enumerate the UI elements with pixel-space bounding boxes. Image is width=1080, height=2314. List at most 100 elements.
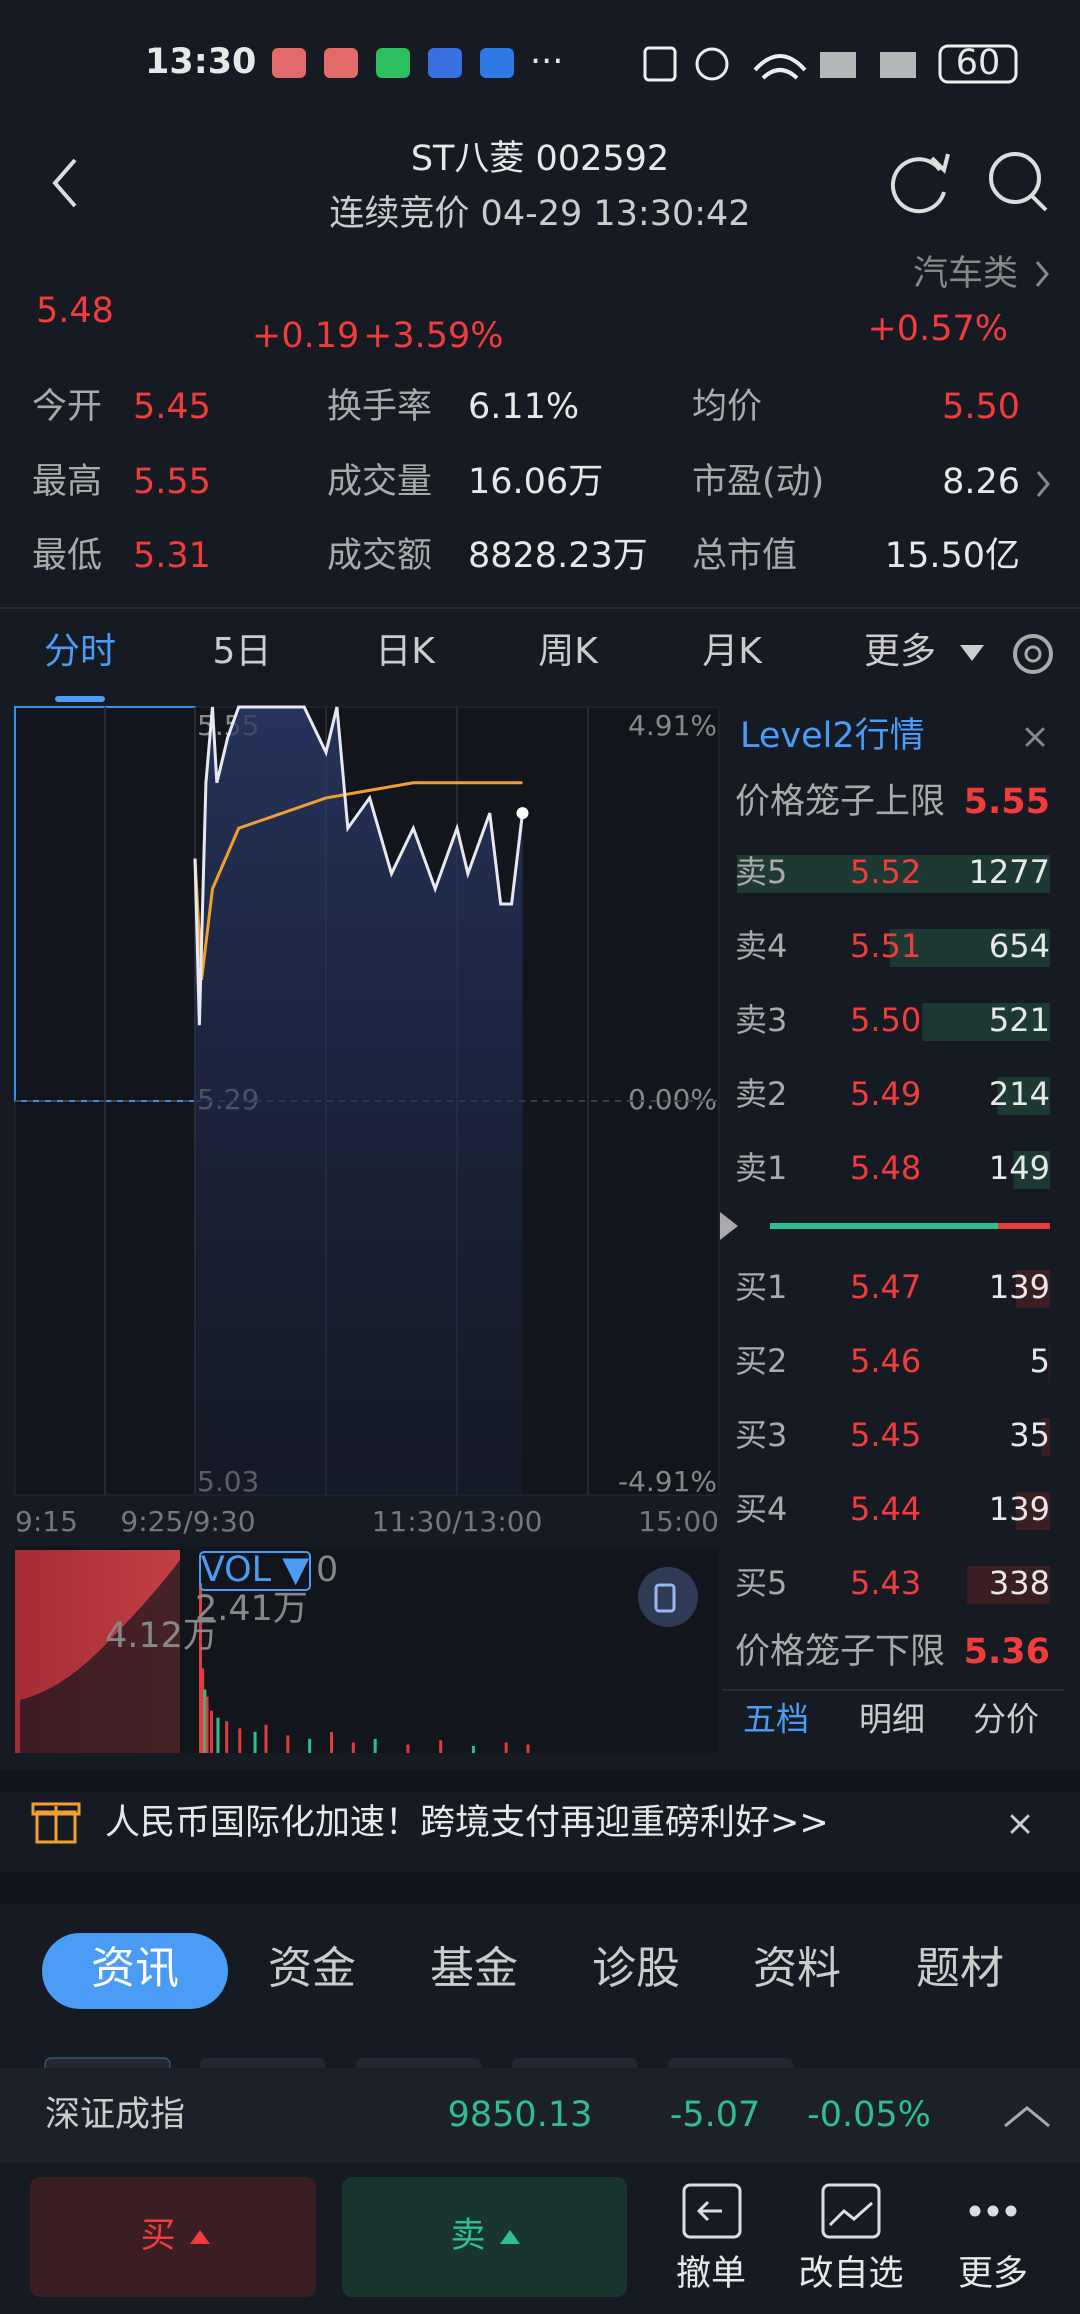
stat-label: 均价 — [692, 387, 762, 427]
back-button[interactable] — [52, 158, 77, 208]
level-volume: 139 — [989, 1490, 1050, 1528]
order-book-tab[interactable]: 五档 — [743, 1700, 809, 1739]
info-tab[interactable]: 诊股 — [592, 1943, 680, 1994]
chevron — [1036, 471, 1050, 497]
last-price: 5.48 — [36, 291, 114, 331]
volume-bar — [264, 1724, 268, 1753]
status-icons: ··· — [272, 42, 1018, 84]
level-price: 5.46 — [850, 1342, 921, 1380]
buy-label[interactable]: 买 — [140, 2216, 175, 2256]
volume-bar — [203, 1689, 207, 1753]
info-tabs: 资讯 资金 基金 诊股 资料 题材 — [91, 1943, 1004, 1994]
level-volume: 338 — [989, 1564, 1050, 1602]
stat-label: 换手率 — [327, 387, 432, 427]
index-change: -5.07 — [670, 2095, 761, 2135]
index-bar[interactable] — [0, 2068, 1080, 2163]
volume-label: 4.12万 — [105, 1616, 218, 1656]
order-book-tab[interactable]: 分价 — [973, 1700, 1039, 1739]
sector-name[interactable]: 汽车类 — [913, 254, 1018, 294]
buy-button[interactable] — [30, 2177, 316, 2297]
battery-level: 60 — [956, 43, 1001, 83]
level-label: 买3 — [735, 1416, 787, 1454]
settings-button[interactable] — [1013, 634, 1053, 674]
chart-tab[interactable]: 分时 — [44, 631, 116, 672]
promo-banner[interactable]: 人民币国际化加速！跨境支付再迎重磅利好>> — [105, 1803, 829, 1843]
stat-label: 最高 — [32, 462, 102, 502]
stat-label: 今开 — [32, 387, 102, 427]
volume-bar — [238, 1728, 242, 1753]
index-name: 深证成指 — [45, 2095, 185, 2135]
dropdown-arrow — [960, 645, 984, 661]
level-label: 卖2 — [735, 1075, 787, 1113]
tab-indicator — [55, 696, 105, 702]
lower-limit-label: 价格笼子下限 — [735, 1632, 945, 1672]
rotate-button[interactable] — [638, 1567, 698, 1627]
spacer — [0, 1770, 1080, 1792]
info-tab[interactable]: 资讯 — [91, 1943, 179, 1994]
index-change-pct: -0.05% — [807, 2095, 931, 2135]
level-price: 5.50 — [850, 1001, 921, 1039]
stat-value: 15.50亿 — [885, 536, 1020, 576]
close-button[interactable]: × — [1005, 1804, 1034, 1844]
chart-tab[interactable]: 日K — [375, 631, 436, 672]
index-value: 9850.13 — [448, 2095, 593, 2135]
stat-label: 市盈(动) — [692, 462, 824, 502]
refresh-button[interactable] — [890, 153, 950, 214]
chart-tab[interactable]: 月K — [702, 631, 763, 672]
level-label: 买4 — [735, 1490, 787, 1528]
more-actions[interactable]: 更多 — [958, 2254, 1028, 2294]
time-label: 15:00 — [638, 1505, 719, 1538]
trading-status: 连续竞价 04-29 13:30:42 — [329, 194, 750, 234]
volume-bar — [406, 1744, 410, 1753]
volume-bar — [330, 1731, 333, 1753]
indicator-selector[interactable] — [199, 1551, 311, 1591]
svg-text:···: ··· — [530, 42, 563, 82]
stat-label: 总市值 — [692, 536, 797, 576]
level-price: 5.49 — [850, 1075, 921, 1113]
level-price: 5.48 — [850, 1149, 921, 1187]
info-tab[interactable]: 资料 — [753, 1943, 841, 1994]
chart-tab[interactable]: 更多 — [864, 631, 936, 672]
stat-value: 5.50 — [942, 387, 1020, 427]
cancel-order[interactable]: 撤单 — [676, 2254, 746, 2294]
indicator-name[interactable]: VOL ▼ — [201, 1550, 310, 1590]
order-book-tabs: 五档 明细 分价 — [743, 1700, 1039, 1739]
expand-button[interactable] — [1004, 2106, 1050, 2128]
level-volume: 5 — [1030, 1342, 1050, 1380]
info-tab[interactable]: 资金 — [268, 1943, 356, 1994]
arrow — [190, 2230, 210, 2244]
volume-label: 2.41万 — [195, 1589, 308, 1629]
chart-tab[interactable]: 5日 — [213, 631, 272, 672]
sell-label[interactable]: 卖 — [450, 2216, 485, 2256]
volume-bar — [201, 1668, 205, 1753]
volume-bar — [351, 1742, 355, 1753]
volume-bar — [216, 1717, 220, 1753]
level-label: 买5 — [735, 1564, 787, 1602]
level-price: 5.52 — [850, 853, 921, 891]
intraday-chart: 5.555.295.034.91%0.00%-4.91%9:159:25/9:3… — [15, 705, 719, 1538]
volume-bar — [205, 1696, 209, 1753]
volume-bar — [253, 1731, 257, 1753]
level-volume: 1277 — [969, 853, 1050, 891]
info-tab[interactable]: 基金 — [430, 1943, 518, 1994]
price-change: +0.19 — [252, 316, 359, 356]
level-label: 卖5 — [735, 853, 787, 891]
time-label: 11:30/13:00 — [372, 1505, 543, 1538]
depth-bar — [1015, 1270, 1050, 1308]
stat-label: 成交额 — [327, 536, 432, 576]
stat-label: 成交量 — [327, 462, 432, 502]
close-button[interactable]: × — [1020, 717, 1049, 757]
edit-watchlist[interactable]: 改自选 — [798, 2254, 903, 2294]
depth-bar — [967, 1566, 1050, 1604]
volume-bar — [526, 1744, 530, 1753]
status-time: 13:30 — [145, 42, 256, 82]
stat-value: 5.45 — [133, 387, 211, 427]
sell-button[interactable] — [342, 2177, 627, 2297]
info-tab[interactable]: 题材 — [916, 1943, 1004, 1994]
level-volume: 521 — [989, 1001, 1050, 1039]
indicator-value: 0 — [316, 1550, 338, 1590]
search-button[interactable] — [989, 152, 1048, 212]
order-book-tab[interactable]: 明细 — [859, 1700, 925, 1739]
chart-tab[interactable]: 周K — [538, 631, 599, 672]
